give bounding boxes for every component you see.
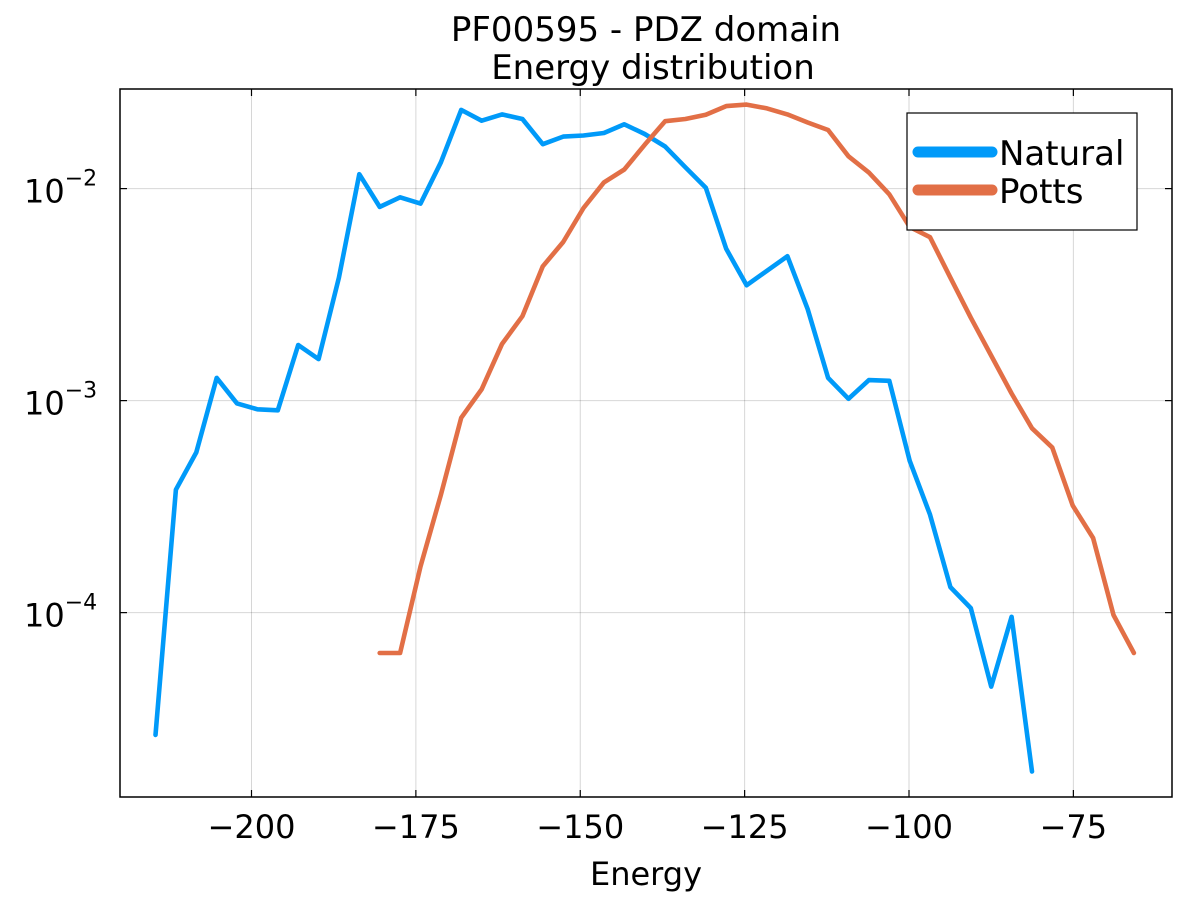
y-tick-label: 10−4 bbox=[24, 591, 97, 635]
chart-title-line-1: PF00595 - PDZ domain bbox=[451, 10, 841, 50]
legend-label-potts: Potts bbox=[999, 172, 1083, 212]
x-tick-label: −75 bbox=[1040, 808, 1108, 846]
x-tick-label: −150 bbox=[536, 808, 624, 846]
series-lines bbox=[153, 102, 1137, 774]
legend-box bbox=[906, 112, 1138, 231]
axis-ticks: −200 −175 −150 −125 −100 −75 10−4 10−3 10−2 bbox=[24, 89, 1172, 846]
x-axis-label: Energy bbox=[590, 855, 702, 893]
legend-label-natural: Natural bbox=[999, 134, 1124, 174]
x-tick-label: −125 bbox=[701, 808, 789, 846]
x-tick-label: −175 bbox=[372, 808, 460, 846]
y-tick-label: 10−2 bbox=[24, 167, 97, 211]
x-tick-label: −200 bbox=[208, 808, 296, 846]
series-line-natural bbox=[153, 107, 1035, 774]
legend: Natural Potts bbox=[906, 112, 1138, 231]
plot-frame bbox=[119, 88, 1173, 798]
y-tick-label: 10−3 bbox=[24, 379, 97, 423]
chart-title-line-2: Energy distribution bbox=[491, 48, 815, 88]
x-tick-label: −100 bbox=[865, 808, 953, 846]
series-line-potts bbox=[377, 102, 1137, 656]
